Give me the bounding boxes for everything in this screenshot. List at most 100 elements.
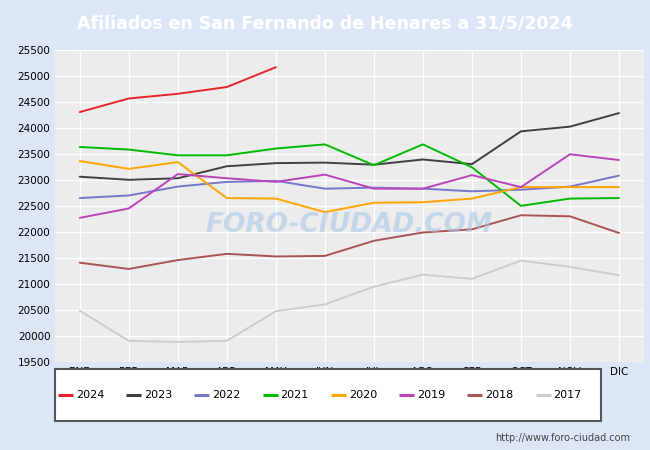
2018 — [272, 254, 280, 259]
FancyBboxPatch shape — [55, 369, 601, 421]
2021 — [174, 153, 182, 158]
2020 — [468, 196, 476, 201]
2023 — [125, 177, 133, 183]
2019 — [272, 179, 280, 184]
2017 — [321, 302, 329, 307]
2017 — [370, 284, 378, 289]
2019 — [76, 215, 84, 220]
2022 — [125, 193, 133, 198]
Line: 2018: 2018 — [80, 215, 619, 269]
2024 — [125, 96, 133, 101]
2024 — [272, 64, 280, 70]
2023 — [223, 163, 231, 169]
2022 — [76, 195, 84, 201]
Text: 2022: 2022 — [212, 390, 240, 400]
2018 — [615, 230, 623, 236]
2018 — [76, 260, 84, 265]
2021 — [615, 195, 623, 201]
2023 — [468, 162, 476, 167]
2020 — [321, 209, 329, 215]
2022 — [370, 185, 378, 190]
2019 — [517, 184, 525, 190]
2020 — [174, 159, 182, 165]
2022 — [223, 179, 231, 184]
2019 — [566, 152, 574, 157]
2021 — [419, 142, 427, 147]
2021 — [76, 144, 84, 150]
Line: 2022: 2022 — [80, 176, 619, 198]
2023 — [419, 157, 427, 162]
2020 — [125, 166, 133, 171]
2024 — [76, 109, 84, 115]
2021 — [566, 196, 574, 201]
2017 — [125, 338, 133, 344]
2019 — [419, 186, 427, 191]
Line: 2023: 2023 — [80, 113, 619, 180]
2017 — [615, 273, 623, 278]
2019 — [615, 158, 623, 163]
Text: Afiliados en San Fernando de Henares a 31/5/2024: Afiliados en San Fernando de Henares a 3… — [77, 14, 573, 33]
2021 — [272, 146, 280, 151]
Text: 2023: 2023 — [144, 390, 172, 400]
2020 — [223, 195, 231, 201]
2024 — [223, 84, 231, 90]
2020 — [615, 184, 623, 190]
2023 — [370, 162, 378, 167]
2021 — [517, 203, 525, 209]
Text: 2017: 2017 — [554, 390, 582, 400]
Text: FORO-CIUDAD.COM: FORO-CIUDAD.COM — [206, 212, 493, 238]
2019 — [321, 172, 329, 177]
2022 — [566, 184, 574, 189]
2018 — [125, 266, 133, 272]
2021 — [223, 153, 231, 158]
2022 — [419, 186, 427, 191]
2018 — [419, 230, 427, 235]
2022 — [517, 187, 525, 193]
2022 — [468, 189, 476, 194]
2018 — [370, 238, 378, 243]
Text: 2018: 2018 — [485, 390, 514, 400]
2023 — [174, 176, 182, 181]
Line: 2017: 2017 — [80, 261, 619, 342]
Line: 2021: 2021 — [80, 144, 619, 206]
2023 — [321, 160, 329, 165]
2021 — [468, 165, 476, 170]
2018 — [174, 257, 182, 263]
2020 — [517, 184, 525, 190]
2017 — [468, 276, 476, 282]
2018 — [321, 253, 329, 259]
2023 — [76, 174, 84, 180]
2022 — [272, 178, 280, 184]
Line: 2024: 2024 — [80, 67, 276, 112]
2021 — [370, 162, 378, 168]
2023 — [272, 161, 280, 166]
2020 — [419, 199, 427, 205]
2019 — [223, 176, 231, 181]
2017 — [223, 338, 231, 344]
2017 — [272, 308, 280, 314]
Text: 2020: 2020 — [348, 390, 377, 400]
2022 — [321, 186, 329, 191]
2021 — [321, 142, 329, 147]
Line: 2020: 2020 — [80, 161, 619, 212]
Text: 2019: 2019 — [417, 390, 445, 400]
2024 — [174, 91, 182, 96]
2018 — [223, 251, 231, 256]
2017 — [517, 258, 525, 263]
2017 — [419, 272, 427, 277]
2019 — [174, 171, 182, 177]
Text: 2024: 2024 — [75, 390, 104, 400]
2017 — [566, 264, 574, 270]
2018 — [566, 214, 574, 219]
2023 — [517, 129, 525, 134]
Line: 2019: 2019 — [80, 154, 619, 218]
2022 — [174, 184, 182, 189]
2018 — [517, 212, 525, 218]
2019 — [468, 172, 476, 178]
2021 — [125, 147, 133, 152]
2022 — [615, 173, 623, 178]
2019 — [370, 186, 378, 191]
2023 — [615, 110, 623, 116]
2018 — [468, 227, 476, 232]
2020 — [566, 184, 574, 190]
